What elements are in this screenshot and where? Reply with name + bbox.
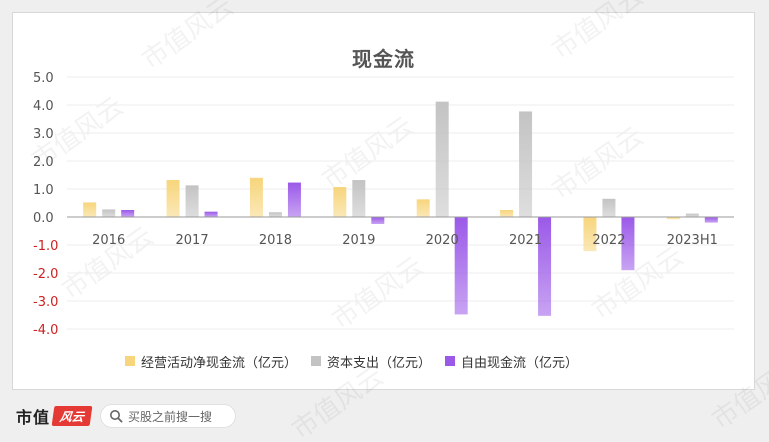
brand-logo: 风云 bbox=[51, 406, 93, 426]
x-tick-label: 2019 bbox=[342, 233, 375, 248]
bar bbox=[287, 182, 301, 217]
y-tick-label: 0.0 bbox=[33, 211, 54, 226]
search-icon bbox=[110, 410, 123, 423]
bar bbox=[83, 202, 97, 217]
chart-card: 现金流 bbox=[12, 12, 755, 390]
chart-title: 现金流 bbox=[352, 47, 415, 71]
bar bbox=[102, 209, 116, 217]
x-tick-label: 2017 bbox=[176, 233, 209, 248]
bar bbox=[352, 180, 366, 217]
brand: 市值 风云 bbox=[16, 404, 93, 428]
bar bbox=[435, 101, 449, 217]
legend-swatch bbox=[125, 356, 135, 366]
bar bbox=[268, 212, 282, 217]
bar bbox=[185, 185, 199, 217]
chart-legend: 经营活动净现金流（亿元） 资本支出（亿元） 自由现金流（亿元） bbox=[125, 351, 578, 371]
bar bbox=[583, 217, 597, 252]
y-tick-label: 4.0 bbox=[33, 99, 54, 114]
legend-item[interactable]: 资本支出（亿元） bbox=[311, 352, 431, 371]
legend-swatch bbox=[311, 356, 322, 366]
x-tick-label: 2016 bbox=[92, 233, 125, 248]
search-placeholder: 买股之前搜一搜 bbox=[128, 409, 213, 424]
watermark-text: 市值风云 bbox=[317, 111, 419, 195]
bar bbox=[454, 217, 468, 315]
bar bbox=[166, 180, 180, 217]
y-tick-label: -4.0 bbox=[33, 323, 58, 338]
y-tick-label: 1.0 bbox=[33, 183, 54, 198]
search-bar[interactable]: 买股之前搜一搜 bbox=[100, 404, 236, 428]
bar bbox=[704, 217, 718, 223]
brand-name: 市值 bbox=[16, 408, 51, 427]
legend-swatch bbox=[445, 356, 456, 366]
y-tick-label: 2.0 bbox=[33, 155, 54, 170]
legend-item[interactable]: 自由现金流（亿元） bbox=[445, 352, 578, 371]
watermark-text: 市值风云 bbox=[137, 0, 239, 76]
watermark-text: 市值风云 bbox=[547, 121, 649, 205]
watermark-text: 市值风云 bbox=[587, 241, 689, 325]
bar bbox=[519, 111, 533, 217]
bar bbox=[685, 213, 699, 217]
legend-item[interactable]: 经营活动净现金流（亿元） bbox=[125, 352, 297, 371]
y-tick-label: -2.0 bbox=[33, 267, 58, 282]
x-tick-label: 2022 bbox=[592, 233, 625, 248]
bar bbox=[666, 217, 680, 220]
bar bbox=[416, 199, 430, 217]
legend-label: 经营活动净现金流（亿元） bbox=[141, 355, 298, 371]
watermark-text: 市值风云 bbox=[327, 251, 429, 335]
x-tick-label: 2021 bbox=[509, 233, 542, 248]
bar bbox=[621, 217, 635, 271]
watermark-text: 市值风云 bbox=[547, 0, 649, 66]
legend-label: 自由现金流（亿元） bbox=[461, 355, 579, 371]
bar bbox=[602, 198, 616, 217]
y-tick-label: -1.0 bbox=[33, 239, 58, 254]
bar bbox=[333, 187, 347, 217]
y-tick-label: 5.0 bbox=[33, 71, 54, 86]
legend-label: 资本支出（亿元） bbox=[327, 355, 432, 371]
bar bbox=[371, 217, 385, 224]
x-tick-label: 2018 bbox=[259, 233, 292, 248]
bar bbox=[204, 211, 218, 217]
bar bbox=[249, 177, 263, 217]
x-tick-label: 2023H1 bbox=[667, 233, 718, 248]
watermark-text: 市值风云 bbox=[707, 351, 769, 435]
y-tick-label: -3.0 bbox=[33, 295, 58, 310]
x-tick-label: 2020 bbox=[426, 233, 459, 248]
bar bbox=[121, 210, 135, 217]
y-tick-label: 3.0 bbox=[33, 127, 54, 142]
watermark-text: 市值风云 bbox=[287, 361, 389, 442]
bar bbox=[500, 210, 514, 217]
bar bbox=[538, 217, 552, 316]
